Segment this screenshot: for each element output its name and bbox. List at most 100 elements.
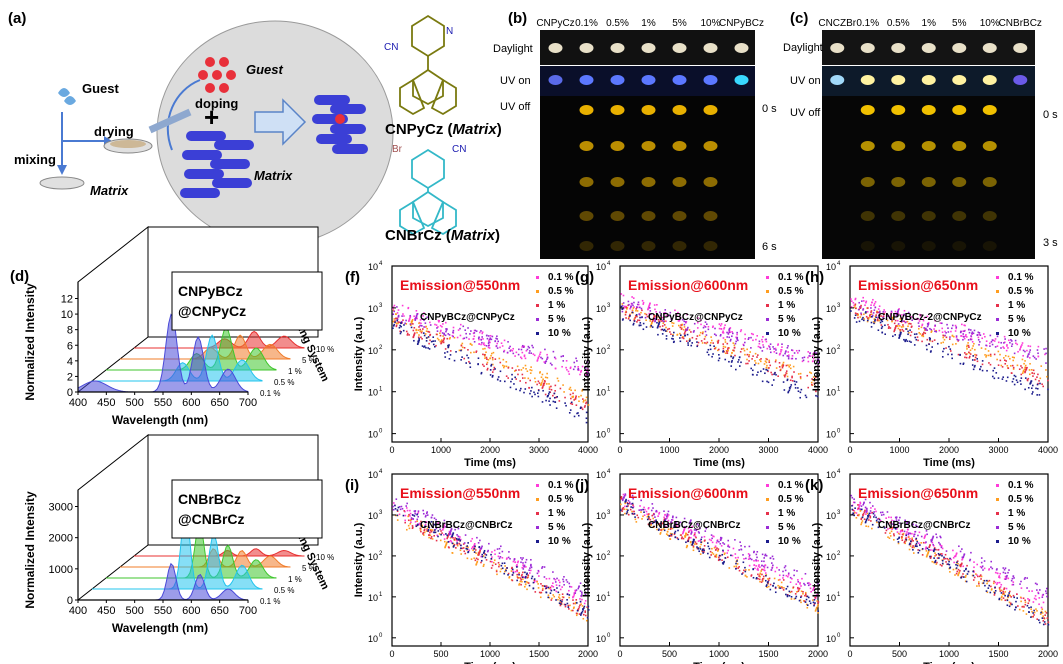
decay-point — [433, 531, 435, 533]
decay-point — [415, 316, 417, 319]
decay-point — [560, 603, 562, 605]
decay-point — [577, 412, 579, 414]
decay-point — [947, 563, 949, 565]
decay-point — [964, 329, 966, 332]
decay-point — [923, 327, 926, 329]
decay-point — [554, 367, 557, 370]
decay-point — [506, 351, 509, 354]
decay-point — [784, 351, 787, 353]
decay-point — [556, 396, 559, 398]
decay-point — [915, 524, 917, 527]
decay-point — [443, 538, 446, 540]
decay-point — [626, 505, 628, 508]
decay-point — [392, 505, 394, 508]
decay-point — [625, 498, 627, 501]
decay-point — [880, 324, 883, 326]
decay-point — [584, 593, 587, 596]
decay-point — [568, 585, 571, 588]
decay-point — [945, 336, 948, 339]
decay-point — [715, 554, 717, 557]
decay-point — [714, 545, 717, 548]
decay-point — [804, 394, 807, 397]
decay-point — [574, 592, 577, 594]
decay-point — [396, 318, 399, 321]
decay-point — [911, 546, 914, 549]
decay-point — [577, 607, 580, 610]
panel-label: (g) — [575, 269, 594, 286]
decay-point — [799, 599, 802, 601]
decay-point — [709, 550, 712, 553]
decay-point — [621, 305, 624, 307]
decay-point — [423, 528, 426, 531]
decay-point — [1000, 596, 1003, 599]
decay-point — [736, 336, 739, 339]
decay-point — [493, 559, 496, 562]
decay-point — [509, 350, 512, 352]
decay-point — [813, 598, 816, 601]
decay-point — [523, 345, 526, 348]
decay-point — [758, 578, 761, 581]
decay-point — [782, 381, 785, 383]
decay-point — [628, 303, 630, 306]
decay-point — [940, 553, 942, 555]
decay-point — [1012, 583, 1015, 586]
decay-point — [498, 563, 501, 566]
decay-point — [443, 332, 445, 335]
decay-point — [658, 320, 661, 323]
decay-point — [960, 564, 962, 567]
chart-title: Emission@600nm — [628, 485, 748, 501]
decay-point — [543, 576, 546, 578]
decay-point — [815, 352, 817, 354]
decay-point — [977, 339, 980, 341]
decay-point — [773, 577, 776, 580]
decay-point — [558, 584, 561, 587]
decay-point — [679, 317, 681, 320]
decay-point — [762, 569, 765, 571]
decay-point — [911, 537, 913, 540]
decay-point — [539, 351, 542, 354]
decay-point — [859, 502, 862, 505]
decay-point — [698, 334, 701, 337]
decay-point — [528, 569, 530, 572]
decay-point — [696, 546, 698, 548]
decay-point — [853, 509, 855, 512]
decay-point — [768, 579, 770, 582]
legend-marker — [536, 332, 539, 335]
decay-point — [940, 546, 943, 549]
decay-point — [717, 348, 720, 351]
decay-point — [898, 308, 900, 310]
decay-point — [1021, 372, 1024, 374]
decay-point — [574, 590, 577, 593]
decay-point — [1038, 603, 1040, 606]
decay-point — [657, 324, 660, 327]
decay-point — [663, 519, 666, 522]
decay-point — [405, 507, 408, 509]
decay-point — [683, 517, 686, 520]
decay-point — [579, 373, 581, 376]
decay-point — [905, 533, 908, 535]
decay-point — [537, 380, 540, 383]
decay-point — [470, 540, 472, 542]
decay-point — [815, 581, 818, 583]
decay-point — [764, 569, 766, 572]
decay-point — [435, 324, 438, 326]
decay-point — [1036, 383, 1039, 386]
decay-point — [808, 355, 811, 357]
decay-point — [584, 399, 587, 401]
decay-point — [994, 338, 997, 340]
decay-point — [1031, 590, 1033, 592]
decay-point — [913, 546, 915, 549]
decay-point — [1043, 617, 1046, 619]
decay-point — [464, 552, 467, 555]
panel-label: (f) — [345, 269, 360, 286]
decay-point — [944, 334, 946, 337]
decay-point — [784, 569, 787, 572]
decay-point — [961, 562, 963, 565]
decay-point — [781, 364, 783, 367]
decay-point — [423, 319, 425, 322]
decay-point — [426, 527, 429, 530]
decay-point — [677, 311, 679, 314]
decay-point — [558, 602, 561, 605]
decay-point — [648, 513, 650, 515]
decay-point — [1030, 380, 1032, 383]
